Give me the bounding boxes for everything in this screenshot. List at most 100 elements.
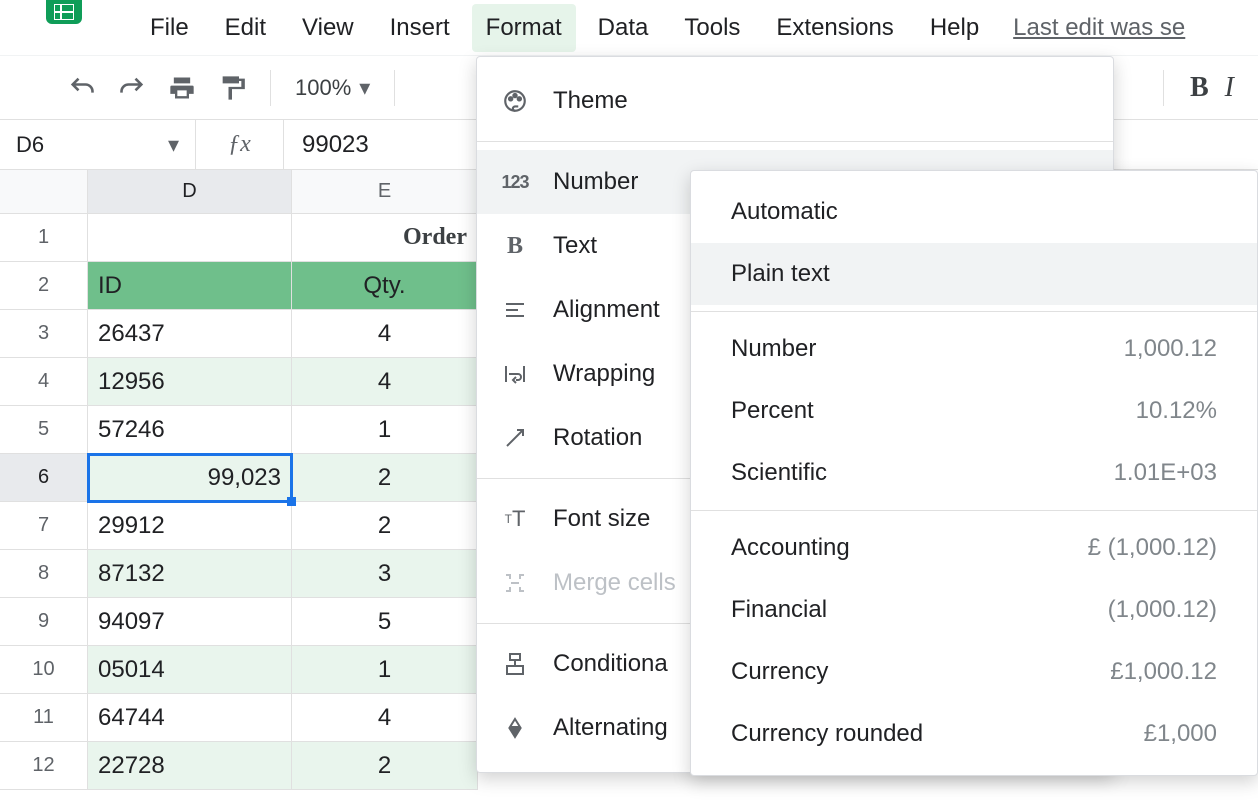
menu-item-currency[interactable]: Currency £1,000.12 (691, 641, 1257, 703)
row-header[interactable]: 11 (0, 694, 88, 742)
row-header[interactable]: 1 (0, 214, 88, 262)
menu-label: Financial (731, 596, 827, 624)
merge-icon (501, 571, 529, 595)
cell[interactable]: 87132 (88, 550, 292, 598)
toolbar-separator (394, 70, 395, 106)
cell[interactable]: 3 (292, 550, 478, 598)
column-header[interactable]: E (292, 170, 478, 214)
row-header[interactable]: 9 (0, 598, 88, 646)
cell[interactable]: 99,023 (88, 454, 292, 502)
menu-item-plain-text[interactable]: Plain text (691, 243, 1257, 305)
rotate-icon (501, 426, 529, 450)
menu-label: Percent (731, 397, 814, 425)
row-header[interactable]: 4 (0, 358, 88, 406)
cell[interactable]: 2 (292, 742, 478, 790)
cell[interactable]: 5 (292, 598, 478, 646)
formula-bar-value[interactable]: 99023 (284, 131, 369, 159)
format-example: 1,000.12 (1124, 335, 1217, 363)
cell[interactable]: 26437 (88, 310, 292, 358)
row-header[interactable]: 6 (0, 454, 88, 502)
cell[interactable]: Qty. (292, 262, 478, 310)
menu-item-scientific[interactable]: Scientific1.01E+03 (691, 442, 1257, 504)
menu-label: Automatic (731, 198, 838, 226)
menu-separator (691, 510, 1257, 511)
menu-label: Number (731, 335, 816, 363)
cell[interactable]: 22728 (88, 742, 292, 790)
fx-label: ƒx (196, 120, 284, 169)
cell[interactable]: 2 (292, 502, 478, 550)
cell[interactable] (88, 214, 292, 262)
format-example: £1,000.12 (1110, 658, 1217, 686)
format-example: 10.12% (1136, 397, 1217, 425)
menu-format[interactable]: Format (472, 4, 576, 52)
menu-item-number[interactable]: Number 1,000.12 (691, 318, 1257, 380)
redo-button[interactable] (110, 66, 154, 110)
cell[interactable]: 1 (292, 406, 478, 454)
cell[interactable]: 29912 (88, 502, 292, 550)
sheets-logo (46, 0, 82, 24)
menubar: FileEditViewInsertFormatDataToolsExtensi… (0, 0, 1258, 56)
print-button[interactable] (160, 66, 204, 110)
toolbar-separator (270, 70, 271, 106)
selection-handle[interactable] (287, 497, 296, 506)
cell[interactable]: 94097 (88, 598, 292, 646)
format-example: £ (1,000.12) (1088, 534, 1217, 562)
menu-item-automatic[interactable]: Automatic (691, 181, 1257, 243)
undo-button[interactable] (60, 66, 104, 110)
cell[interactable]: 12956 (88, 358, 292, 406)
menu-edit[interactable]: Edit (211, 4, 280, 52)
chevron-down-icon: ▾ (168, 132, 179, 158)
format-example: £1,000 (1144, 720, 1217, 748)
bold-button[interactable]: B (1190, 72, 1209, 104)
menu-item-percent[interactable]: Percent 10.12% (691, 380, 1257, 442)
menu-label: Plain text (731, 260, 830, 288)
row-header[interactable]: 3 (0, 310, 88, 358)
menu-extensions[interactable]: Extensions (762, 4, 907, 52)
menu-separator (477, 141, 1113, 142)
conditional-icon (501, 652, 529, 676)
row-header[interactable]: 5 (0, 406, 88, 454)
menu-item-financial[interactable]: Financial(1,000.12) (691, 579, 1257, 641)
cell[interactable]: 2 (292, 454, 478, 502)
menu-label: Alternating (553, 714, 668, 742)
cell[interactable]: 4 (292, 358, 478, 406)
menu-item-theme[interactable]: Theme (477, 69, 1113, 133)
last-edit-link[interactable]: Last edit was se (1013, 14, 1185, 42)
row-header[interactable]: 8 (0, 550, 88, 598)
bold-icon: B (501, 233, 529, 260)
menu-label: Font size (553, 505, 650, 533)
menu-label: Conditiona (553, 650, 668, 678)
select-all-corner[interactable] (0, 170, 88, 214)
paint-format-button[interactable] (210, 66, 254, 110)
row-header[interactable]: 12 (0, 742, 88, 790)
menu-item-accounting[interactable]: Accounting£ (1,000.12) (691, 517, 1257, 579)
italic-button[interactable]: I (1225, 72, 1234, 104)
zoom-selector[interactable]: 100% ▾ (287, 75, 378, 101)
cell[interactable]: 1 (292, 646, 478, 694)
menu-item-currency-rounded[interactable]: Currency rounded£1,000 (691, 703, 1257, 765)
column-header[interactable]: D (88, 170, 292, 214)
cell[interactable]: 64744 (88, 694, 292, 742)
menu-label: Currency (731, 658, 828, 686)
zoom-value: 100% (295, 75, 351, 101)
menu-view[interactable]: View (288, 4, 368, 52)
menu-label: Rotation (553, 424, 642, 452)
cell[interactable]: ID (88, 262, 292, 310)
cell[interactable]: Order (292, 214, 478, 262)
cell[interactable]: 05014 (88, 646, 292, 694)
menu-data[interactable]: Data (584, 4, 663, 52)
row-header[interactable]: 2 (0, 262, 88, 310)
menu-help[interactable]: Help (916, 4, 993, 52)
menu-file[interactable]: File (136, 4, 203, 52)
font-size-icon: TT (501, 506, 529, 532)
cell[interactable]: 4 (292, 694, 478, 742)
menu-insert[interactable]: Insert (376, 4, 464, 52)
cell[interactable]: 4 (292, 310, 478, 358)
menu-label: Scientific (731, 459, 827, 487)
row-header[interactable]: 10 (0, 646, 88, 694)
cell[interactable]: 57246 (88, 406, 292, 454)
row-header[interactable]: 7 (0, 502, 88, 550)
name-box[interactable]: D6 ▾ (0, 120, 196, 169)
align-icon (501, 298, 529, 322)
menu-tools[interactable]: Tools (670, 4, 754, 52)
